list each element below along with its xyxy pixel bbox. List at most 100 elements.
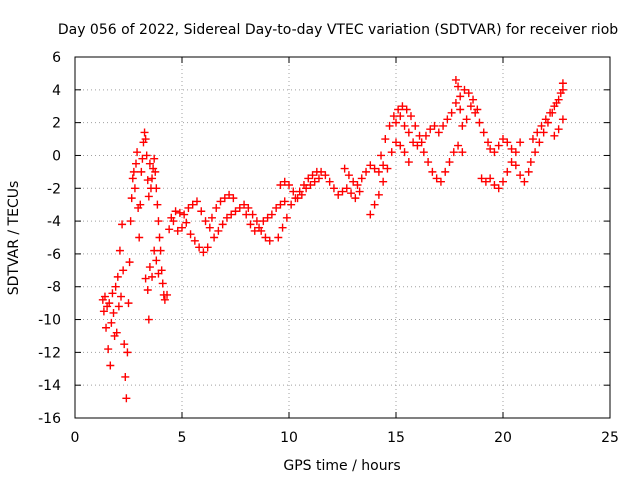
data-point bbox=[278, 223, 287, 232]
data-point bbox=[229, 194, 238, 203]
data-point bbox=[366, 210, 375, 219]
data-point bbox=[520, 177, 529, 186]
data-point bbox=[531, 148, 540, 157]
data-point bbox=[338, 187, 347, 196]
data-point bbox=[306, 180, 315, 189]
data-point bbox=[148, 174, 157, 183]
data-point bbox=[357, 174, 366, 183]
data-point bbox=[464, 89, 473, 98]
data-point bbox=[145, 159, 154, 168]
data-point bbox=[351, 194, 360, 203]
data-point bbox=[113, 272, 122, 281]
data-point bbox=[466, 102, 475, 111]
data-point bbox=[334, 190, 343, 199]
data-point bbox=[142, 151, 151, 160]
data-point bbox=[329, 184, 338, 193]
data-point bbox=[524, 167, 533, 176]
data-point bbox=[227, 210, 236, 219]
data-point bbox=[210, 233, 219, 242]
data-point bbox=[128, 174, 137, 183]
data-point bbox=[374, 167, 383, 176]
data-point bbox=[150, 246, 159, 255]
data-point bbox=[490, 180, 499, 189]
data-point bbox=[546, 108, 555, 117]
data-point bbox=[151, 167, 160, 176]
data-point bbox=[145, 263, 154, 272]
data-point bbox=[458, 121, 467, 130]
data-point bbox=[107, 318, 116, 327]
data-point bbox=[126, 217, 135, 226]
data-point bbox=[287, 200, 296, 209]
data-point bbox=[451, 75, 460, 84]
data-point bbox=[117, 292, 126, 301]
data-point bbox=[443, 115, 452, 124]
data-point bbox=[141, 274, 150, 283]
data-point bbox=[163, 290, 172, 299]
data-point bbox=[370, 200, 379, 209]
y-tick-label: 0 bbox=[52, 148, 61, 164]
data-point bbox=[362, 167, 371, 176]
data-point bbox=[419, 148, 428, 157]
x-tick-label: 0 bbox=[71, 430, 80, 446]
data-point bbox=[511, 148, 520, 157]
data-point bbox=[353, 180, 362, 189]
data-point bbox=[516, 171, 525, 180]
y-tick-label: -10 bbox=[38, 313, 61, 329]
data-point bbox=[135, 233, 144, 242]
data-point bbox=[124, 299, 133, 308]
data-point bbox=[428, 167, 437, 176]
y-tick-label: -6 bbox=[47, 247, 61, 263]
data-point bbox=[205, 223, 214, 232]
data-point bbox=[402, 105, 411, 114]
data-point bbox=[297, 190, 306, 199]
data-point bbox=[214, 226, 223, 235]
data-point bbox=[102, 323, 111, 332]
data-point bbox=[105, 299, 114, 308]
data-point bbox=[366, 161, 375, 170]
data-point bbox=[129, 167, 138, 176]
x-tick-label: 5 bbox=[178, 430, 187, 446]
data-point bbox=[406, 112, 415, 121]
data-point bbox=[503, 138, 512, 147]
data-point bbox=[537, 121, 546, 130]
data-point bbox=[184, 203, 193, 212]
data-point bbox=[130, 184, 139, 193]
data-point bbox=[203, 243, 212, 252]
data-point bbox=[265, 236, 274, 245]
data-point bbox=[152, 256, 161, 265]
data-point bbox=[550, 131, 559, 140]
data-point bbox=[481, 177, 490, 186]
data-point bbox=[458, 148, 467, 157]
data-point bbox=[404, 158, 413, 167]
data-point bbox=[143, 286, 152, 295]
data-point bbox=[276, 200, 285, 209]
data-point bbox=[148, 272, 157, 281]
data-point bbox=[267, 210, 276, 219]
data-point bbox=[321, 171, 330, 180]
data-point bbox=[475, 118, 484, 127]
data-point bbox=[235, 203, 244, 212]
grid-lines bbox=[75, 57, 610, 418]
data-point bbox=[396, 141, 405, 150]
y-tick-label: -14 bbox=[38, 378, 61, 394]
data-point bbox=[387, 148, 396, 157]
data-point bbox=[499, 177, 507, 186]
data-point bbox=[175, 208, 184, 217]
data-point bbox=[400, 121, 409, 130]
data-point bbox=[304, 174, 313, 183]
plot-frame bbox=[74, 56, 611, 419]
data-point bbox=[469, 95, 478, 104]
data-point bbox=[109, 308, 118, 317]
y-axis-ticks: 6 4 2 0 -2 -4 -6 -8 -10 -12 -14 -16 bbox=[38, 50, 610, 427]
data-point bbox=[250, 226, 259, 235]
data-point bbox=[526, 158, 535, 167]
data-point bbox=[119, 266, 128, 275]
data-point bbox=[344, 171, 353, 180]
data-point bbox=[199, 248, 208, 257]
data-point bbox=[112, 328, 121, 337]
data-point bbox=[242, 210, 251, 219]
data-point bbox=[118, 220, 127, 229]
data-point bbox=[261, 233, 270, 242]
data-point bbox=[456, 92, 465, 101]
y-axis-label: SDTVAR / TECUs bbox=[6, 181, 22, 296]
